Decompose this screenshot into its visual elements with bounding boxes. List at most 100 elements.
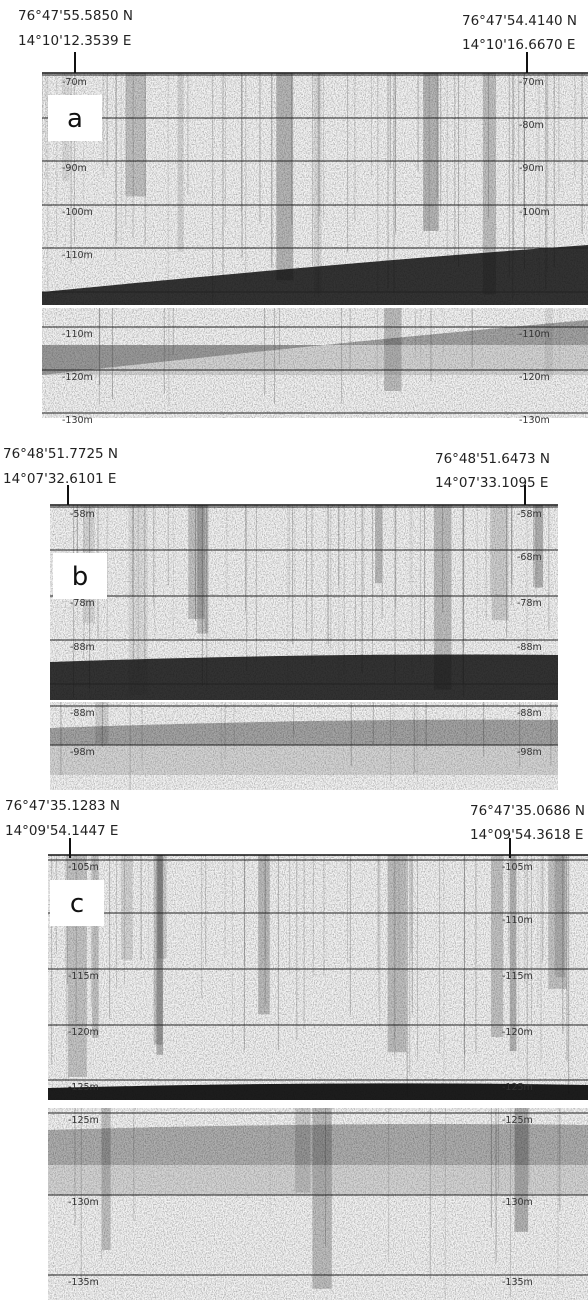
right-latitude: 76°47'54.4140 N: [462, 13, 577, 29]
echo-streak: [156, 855, 164, 1055]
echo-streak: [463, 855, 465, 1072]
echo-streak: [393, 73, 395, 293]
echo-streak: [245, 73, 247, 283]
echo-streak: [277, 855, 279, 1051]
echo-streak: [264, 308, 266, 396]
echo-streak: [258, 855, 270, 1015]
echo-streak: [512, 73, 514, 299]
echogram-noise: [48, 855, 588, 1100]
echo-streak: [410, 855, 412, 954]
depth-label: -115m: [68, 971, 99, 982]
echo-streak: [531, 855, 533, 1024]
depth-label: -100m: [62, 207, 93, 218]
echo-streak: [550, 702, 552, 767]
echo-streak: [554, 855, 556, 975]
echo-streak: [244, 505, 246, 612]
echo-streak: [464, 855, 466, 1055]
echo-streak: [312, 855, 314, 976]
echo-streak: [140, 855, 142, 961]
echo-streak: [111, 308, 113, 400]
echo-streak: [276, 73, 294, 281]
depth-label: -120m: [62, 372, 93, 383]
echo-streak: [387, 855, 407, 1053]
echo-streak: [483, 702, 485, 757]
echo-streak: [476, 505, 478, 619]
echo-streak: [51, 855, 53, 1065]
echo-streak: [394, 505, 396, 685]
echogram-noise: [48, 1108, 588, 1300]
echo-streak: [429, 1108, 431, 1279]
echo-streak: [42, 73, 44, 207]
echo-streak: [533, 505, 535, 587]
echo-streak: [528, 1108, 530, 1185]
echo-streak: [424, 505, 426, 651]
echo-streak: [390, 702, 392, 782]
echo-streak: [45, 73, 47, 179]
echo-streak: [205, 505, 207, 633]
echo-streak: [153, 505, 155, 607]
echo-streak: [291, 73, 293, 225]
echo-streak: [454, 73, 456, 262]
echo-streak: [168, 308, 170, 407]
echo-streak: [74, 73, 76, 244]
echo-streak: [547, 73, 549, 183]
echo-streak: [222, 73, 224, 277]
echo-streak: [574, 73, 576, 177]
echo-streak: [508, 855, 510, 954]
echo-streak: [99, 308, 101, 386]
echo-streak: [361, 505, 363, 674]
echo-streak: [153, 855, 163, 1045]
echo-streak: [372, 505, 374, 659]
echo-streak: [428, 73, 430, 248]
echo-streak: [394, 855, 396, 1060]
echo-streak: [224, 855, 226, 958]
echo-streak: [475, 855, 477, 1053]
echo-streak: [226, 505, 228, 598]
echo-streak: [545, 73, 547, 290]
echo-streak: [446, 73, 448, 262]
echo-streak: [511, 505, 513, 585]
echo-streak: [538, 73, 540, 300]
echo-streak: [98, 308, 100, 405]
echo-streak: [341, 308, 343, 404]
echo-streak: [294, 505, 296, 590]
echo-streak: [546, 73, 548, 273]
echo-streak: [66, 855, 68, 1045]
echo-streak: [292, 505, 294, 645]
echo-streak: [508, 73, 510, 278]
echo-streak: [372, 505, 374, 637]
seabed: [48, 1083, 588, 1100]
echo-streak: [393, 855, 395, 1040]
echo-streak: [312, 73, 314, 267]
echo-streak: [430, 308, 432, 382]
right-latitude: 76°48'51.6473 N: [435, 451, 550, 467]
echo-streak: [371, 73, 373, 177]
echo-streak: [83, 73, 85, 210]
echo-streak: [172, 308, 174, 356]
left-longitude: 14°09'54.1447 E: [5, 823, 118, 839]
echo-streak: [350, 702, 352, 767]
echo-streak: [395, 505, 397, 609]
echo-streak: [377, 855, 379, 973]
echo-streak: [323, 855, 325, 976]
echo-streak: [442, 505, 444, 613]
left-latitude: 76°47'35.1283 N: [5, 798, 120, 814]
echo-streak: [74, 1108, 76, 1226]
echo-streak: [464, 73, 466, 224]
echo-streak: [559, 1108, 561, 1212]
echo-streak: [535, 505, 537, 607]
echo-streak: [312, 1108, 332, 1289]
echo-streak: [121, 855, 133, 960]
echo-streak: [557, 1108, 559, 1284]
echo-streak: [388, 1108, 390, 1263]
echo-streak: [66, 855, 68, 1090]
echo-streak: [102, 73, 104, 177]
echo-streak: [443, 855, 445, 1076]
echo-streak: [295, 1108, 311, 1193]
depth-label: -110m: [62, 250, 93, 261]
echo-streak: [314, 73, 322, 294]
echo-streak: [325, 1108, 327, 1247]
echo-streak: [381, 505, 383, 620]
echo-streak: [442, 308, 444, 359]
echo-streak: [463, 505, 465, 649]
